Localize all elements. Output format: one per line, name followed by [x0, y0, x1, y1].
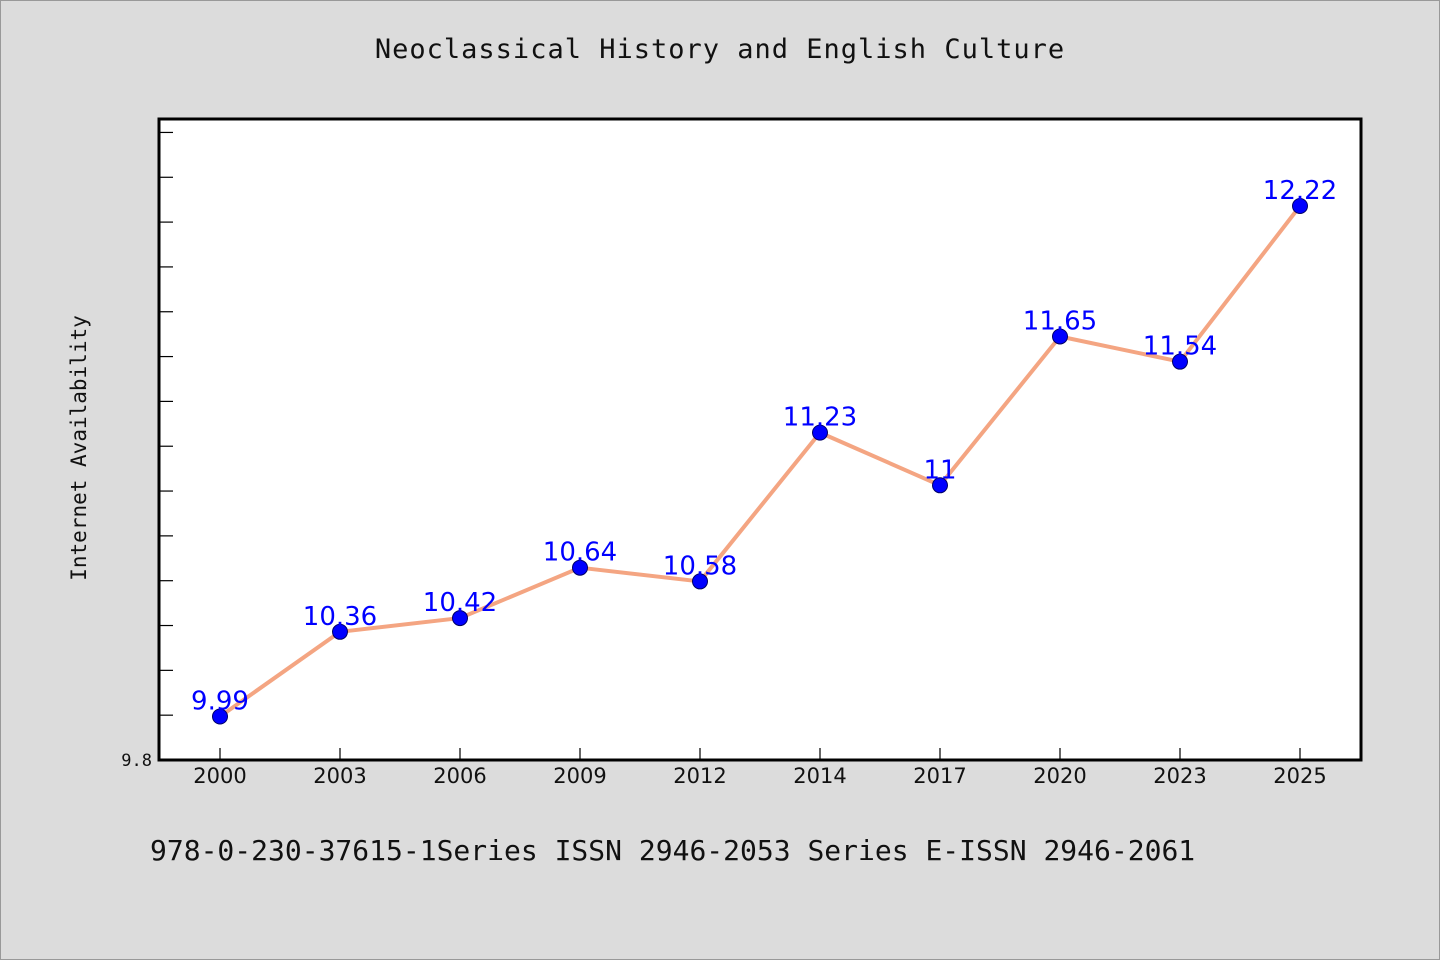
data-label: 10.42 — [423, 588, 497, 618]
data-point — [692, 573, 708, 590]
data-point — [812, 424, 828, 441]
data-label: 10.36 — [303, 602, 377, 632]
data-label: 11 — [923, 455, 956, 485]
data-point — [1172, 353, 1188, 370]
x-tick-label: 2012 — [673, 764, 726, 788]
y-axis-ticks — [159, 131, 173, 761]
x-tick-label: 2023 — [1153, 764, 1206, 788]
data-label: 10.58 — [663, 551, 737, 581]
data-labels: 9.99 10.36 10.42 10.64 10.58 11.23 11 11.65 11.5… — [191, 176, 1337, 717]
chart-title: Neoclassical History and English Culture — [374, 34, 1066, 65]
data-label: 11.54 — [1143, 332, 1217, 362]
y-axis-label: Internet Availability — [67, 315, 91, 581]
x-tick-label: 2009 — [553, 764, 606, 788]
x-tick-label: 2025 — [1273, 764, 1326, 788]
x-tick-label: 2003 — [313, 764, 366, 788]
plot-area — [157, 117, 1363, 762]
data-markers — [212, 197, 1308, 725]
x-tick-label: 2020 — [1033, 764, 1086, 788]
x-tick-label: 2017 — [913, 764, 966, 788]
x-tick-label: 2014 — [793, 764, 846, 788]
data-point — [452, 610, 468, 627]
data-label: 12.22 — [1263, 176, 1337, 206]
x-tick-label: 2000 — [193, 764, 246, 788]
data-label: 11.23 — [783, 403, 857, 433]
series-line — [218, 204, 1302, 719]
data-point — [1052, 328, 1068, 345]
data-label: 11.65 — [1023, 306, 1097, 336]
data-point — [332, 623, 348, 640]
y-tick-label: 9.8 — [121, 751, 152, 771]
data-point — [212, 708, 228, 725]
data-point — [932, 477, 948, 494]
data-label: 10.64 — [543, 538, 617, 568]
x-tick-label: 2006 — [433, 764, 486, 788]
x-axis-ticks: 2000 2003 2006 2009 2012 2014 2017 2020 2023 2025 — [193, 748, 1327, 788]
footer-text: 978-0-230-37615-1Series ISSN 2946-2053 S… — [150, 834, 1196, 867]
data-point — [1292, 197, 1308, 214]
data-point — [572, 559, 588, 576]
data-label: 9.99 — [191, 687, 249, 717]
